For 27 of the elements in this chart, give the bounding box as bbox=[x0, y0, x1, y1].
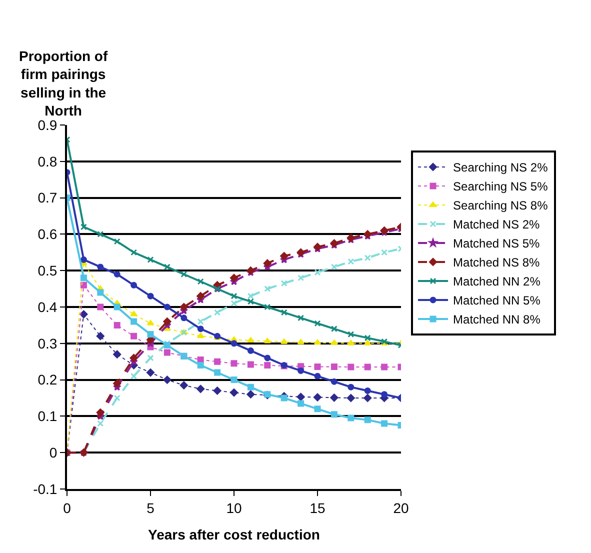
legend-label: Matched NN 8% bbox=[453, 312, 541, 327]
y-tick-label: 0.6 bbox=[38, 226, 58, 242]
x-tick-label: 5 bbox=[146, 500, 155, 516]
y-tick-label: 0.2 bbox=[38, 372, 58, 388]
y-tick-label: 0.9 bbox=[38, 116, 58, 133]
y-tick-label: 0.5 bbox=[38, 262, 58, 278]
legend-label: Matched NN 2% bbox=[453, 274, 541, 289]
y-tick-label: 0.1 bbox=[38, 408, 58, 424]
y-tick-label: 0.8 bbox=[38, 153, 58, 170]
y-axis-title: Proportion of firm pairings selling in the North bbox=[19, 48, 108, 119]
legend-label: Matched NN 5% bbox=[453, 294, 541, 308]
legend-label: Matched NS 2% bbox=[453, 218, 540, 232]
legend-label: Matched NS 5% bbox=[453, 236, 540, 251]
x-axis-title: Years after cost reduction bbox=[148, 526, 320, 543]
legend-label: Searching NS 8% bbox=[453, 198, 548, 213]
y-tick-label: 0.7 bbox=[38, 190, 58, 206]
x-tick-label: 0 bbox=[63, 500, 72, 516]
y-tick-label: 0.4 bbox=[38, 298, 58, 315]
y-tick-label: -0.1 bbox=[33, 480, 58, 497]
x-tick-label: 20 bbox=[393, 500, 409, 516]
y-tick-label: 0.3 bbox=[38, 335, 58, 352]
legend-label: Searching NS 2% bbox=[453, 160, 548, 175]
x-tick-label: 10 bbox=[226, 500, 242, 516]
legend-label: Searching NS 5% bbox=[453, 180, 548, 194]
legend-label: Matched NS 8% bbox=[453, 256, 540, 270]
y-tick-label: 0 bbox=[49, 444, 58, 460]
x-tick-label: 15 bbox=[310, 500, 326, 516]
